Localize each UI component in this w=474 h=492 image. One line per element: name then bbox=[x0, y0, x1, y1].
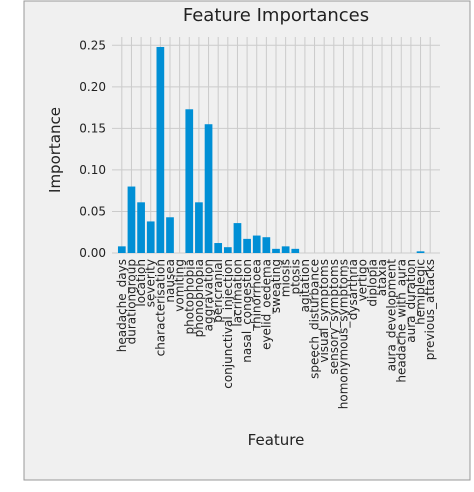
x-tick-label: severity bbox=[144, 259, 158, 307]
x-tick-label: agitation bbox=[298, 259, 312, 312]
x-tick-label: nausea bbox=[163, 259, 177, 303]
x-tick-label: aura_development bbox=[385, 259, 399, 372]
x-tick-label: dysarthria bbox=[346, 259, 360, 320]
y-tick-label: 0.05 bbox=[79, 204, 106, 218]
bar bbox=[195, 202, 203, 253]
x-tick-label: hemiplegic bbox=[414, 259, 428, 325]
bar bbox=[204, 124, 213, 253]
chart-title: Feature Importances bbox=[183, 5, 369, 26]
bar bbox=[156, 46, 165, 253]
bar bbox=[252, 235, 261, 253]
x-tick-label: sweating bbox=[269, 259, 283, 313]
x-tick-label: rhinorrhoea bbox=[250, 259, 264, 329]
x-axis-label: Feature bbox=[248, 431, 305, 449]
x-tick-label: location bbox=[134, 259, 148, 307]
y-tick-label: 0.20 bbox=[79, 80, 106, 94]
x-tick-label: ptosis bbox=[288, 259, 302, 295]
x-tick-label: aggravation bbox=[202, 259, 216, 331]
x-tick-label: visual_symptoms bbox=[317, 259, 331, 363]
x-tick-label: miosis bbox=[279, 259, 293, 297]
y-tick-label: 0.15 bbox=[79, 121, 106, 135]
x-tick-label: lacrimation bbox=[230, 259, 244, 327]
y-tick-label: 0.10 bbox=[79, 163, 106, 177]
x-tick-label: vomiting bbox=[173, 259, 187, 312]
x-tick-label: previous_attacks bbox=[423, 259, 437, 360]
x-tick-label: ataxia bbox=[375, 259, 389, 296]
bar bbox=[272, 248, 280, 253]
x-tick-label: nasal_congestion bbox=[240, 259, 254, 363]
x-tick-label: eyelid_oedema bbox=[259, 259, 273, 350]
y-tick-label: 0.00 bbox=[79, 246, 106, 260]
bar bbox=[291, 248, 300, 253]
bar bbox=[281, 246, 290, 253]
y-tick-label: 0.25 bbox=[79, 38, 106, 52]
x-tick-label: diplopia bbox=[365, 259, 379, 307]
bar bbox=[233, 223, 242, 253]
y-axis-label: Importance bbox=[46, 107, 64, 193]
bar bbox=[166, 217, 174, 253]
x-tick-label: sensory_symptoms bbox=[327, 259, 341, 375]
x-tick-label: pericranial bbox=[211, 259, 225, 323]
bar bbox=[243, 238, 251, 253]
x-tick-label: homonymous_symptoms bbox=[336, 259, 350, 409]
bar bbox=[185, 109, 194, 254]
bar bbox=[137, 202, 145, 253]
x-tick-label: photophobia bbox=[182, 259, 196, 334]
bar bbox=[117, 246, 126, 253]
x-tick-label: conjunctival_injection bbox=[221, 259, 235, 389]
x-tick-label: speech_disturbance bbox=[308, 259, 322, 379]
bar bbox=[146, 221, 155, 253]
x-tick-label: phonophobia bbox=[192, 259, 206, 337]
bar bbox=[214, 243, 223, 253]
bar bbox=[416, 251, 425, 253]
bar bbox=[127, 186, 136, 253]
x-tick-label: characterisation bbox=[153, 259, 167, 356]
bar bbox=[262, 237, 271, 253]
x-tick-label: durationgroup bbox=[124, 259, 138, 344]
x-tick-label: headache_with_aura bbox=[394, 259, 408, 383]
bar bbox=[223, 247, 232, 253]
x-tick-label: vertigo bbox=[356, 259, 370, 301]
x-tick-label: headache_days bbox=[115, 259, 129, 352]
x-tick-label: aura_duration bbox=[404, 259, 418, 343]
